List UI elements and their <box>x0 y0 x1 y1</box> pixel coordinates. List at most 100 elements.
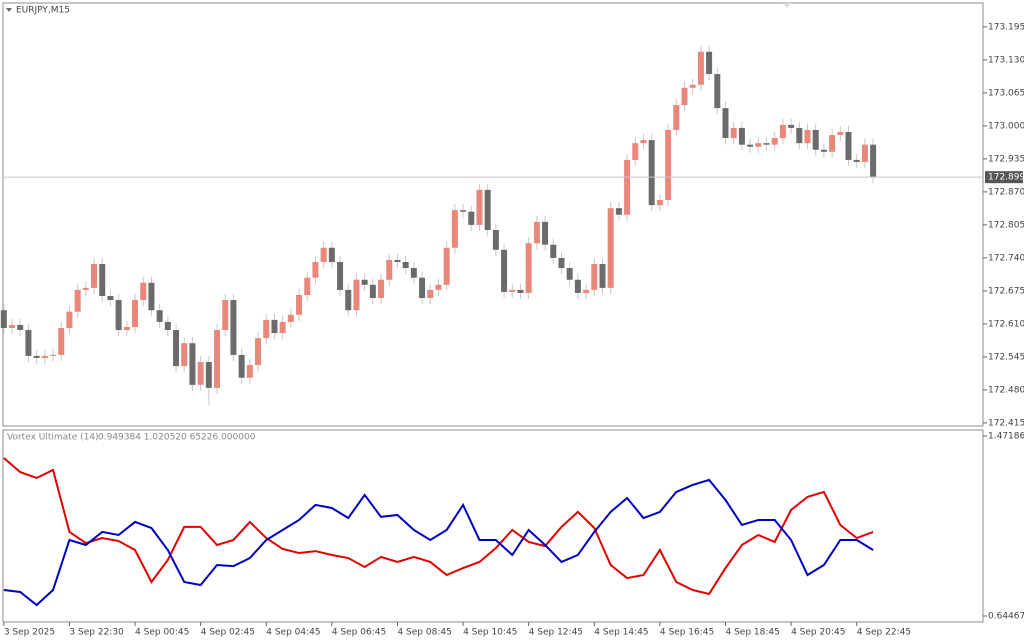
x-tick-label: 4 Sep 08:45 <box>397 628 451 638</box>
candle-body <box>738 127 745 145</box>
candle-body <box>402 261 409 269</box>
candle-body <box>492 229 499 250</box>
candle-body <box>829 135 836 152</box>
candle-body <box>164 321 171 331</box>
candle-body <box>755 143 762 147</box>
candle-body <box>148 282 155 311</box>
indicator-title: Vortex Ultimate (14) <box>7 433 99 443</box>
y-tick-label: 172.870 <box>988 187 1024 197</box>
candle-body <box>238 354 245 378</box>
candle-body <box>197 362 204 385</box>
candle-body <box>476 189 483 225</box>
y-tick-label: 173.065 <box>988 88 1024 98</box>
candle-body <box>246 365 253 378</box>
x-tick-label: 4 Sep 22:45 <box>857 628 911 638</box>
candle-body <box>33 355 40 358</box>
candle-body <box>747 144 754 147</box>
candle-body <box>525 243 532 293</box>
candle-body <box>255 338 262 366</box>
candle-body <box>214 330 221 388</box>
y-tick-label: 172.675 <box>988 286 1024 296</box>
y-tick-label: 172.415 <box>988 418 1024 428</box>
candle-body <box>665 129 672 201</box>
y-tick-label: 172.545 <box>988 352 1024 362</box>
last-price-label: 172.899 <box>988 173 1024 183</box>
y-tick-label: 172.935 <box>988 154 1024 164</box>
candle-body <box>632 143 639 160</box>
candle-body <box>673 105 680 130</box>
y-tick-label: 172.805 <box>988 220 1024 230</box>
x-tick-label: 4 Sep 04:45 <box>266 628 320 638</box>
candle-body <box>156 310 163 322</box>
x-tick-label: 4 Sep 16:45 <box>660 628 714 638</box>
candle-body <box>17 324 24 331</box>
candle-body <box>205 362 212 388</box>
candle-body <box>312 261 319 278</box>
candle-body <box>427 289 434 299</box>
candle-body <box>730 127 737 139</box>
candle-body <box>820 149 827 152</box>
candle-body <box>722 108 729 139</box>
candle-body <box>517 289 524 293</box>
candle-body <box>624 159 631 215</box>
candle-body <box>796 127 803 144</box>
x-tick-label: 4 Sep 18:45 <box>725 628 779 638</box>
candle-body <box>263 319 270 339</box>
candle-body <box>320 247 327 262</box>
x-tick-label: 4 Sep 00:45 <box>135 628 189 638</box>
candle-body <box>279 321 286 334</box>
candle-body <box>468 211 475 225</box>
candle-body <box>378 279 385 299</box>
candle-body <box>501 249 508 292</box>
candle-body <box>533 221 540 244</box>
candle-body <box>542 221 549 245</box>
candle-body <box>550 244 557 258</box>
candle-body <box>181 343 188 367</box>
candle-body <box>615 208 622 215</box>
candle-body <box>763 143 770 145</box>
candle-body <box>74 289 81 312</box>
candle-body <box>123 326 130 331</box>
x-tick-label: 4 Sep 06:45 <box>332 628 386 638</box>
candle-body <box>714 74 721 109</box>
candle-body <box>50 354 57 356</box>
indicator-readout: 0.949384 1.020520 65226.000000 <box>98 433 256 443</box>
candle-body <box>353 279 360 311</box>
candle-body <box>328 247 335 262</box>
candle-body <box>640 140 647 144</box>
candle-body <box>681 87 688 106</box>
candle-body <box>845 131 852 160</box>
candle-body <box>779 124 786 139</box>
candle-body <box>369 284 376 299</box>
candle-body <box>25 330 32 356</box>
price-panel <box>2 2 984 427</box>
candle-body <box>0 310 7 328</box>
candle-body <box>132 300 139 327</box>
candle-body <box>107 296 114 301</box>
menu-arrow[interactable] <box>6 8 12 12</box>
indicator-panel <box>2 429 984 623</box>
candle-body <box>9 324 16 328</box>
chart-title: EURJPY,M15 <box>16 6 70 16</box>
candle-body <box>812 129 819 150</box>
shift-marker <box>783 3 791 8</box>
x-tick-label: 3 Sep 2025 <box>4 628 55 638</box>
candle-body <box>337 261 344 290</box>
candle-body <box>222 300 229 331</box>
candle-body <box>435 284 442 290</box>
candle-body <box>788 124 795 128</box>
candle-body <box>566 268 573 280</box>
candle-body <box>443 247 450 285</box>
candle-body <box>361 279 368 285</box>
x-tick-label: 4 Sep 02:45 <box>201 628 255 638</box>
candle-body <box>656 200 663 206</box>
candle-body <box>140 282 147 301</box>
candle-body <box>394 259 401 262</box>
candle-body <box>115 300 122 331</box>
x-tick-label: 4 Sep 20:45 <box>791 628 845 638</box>
